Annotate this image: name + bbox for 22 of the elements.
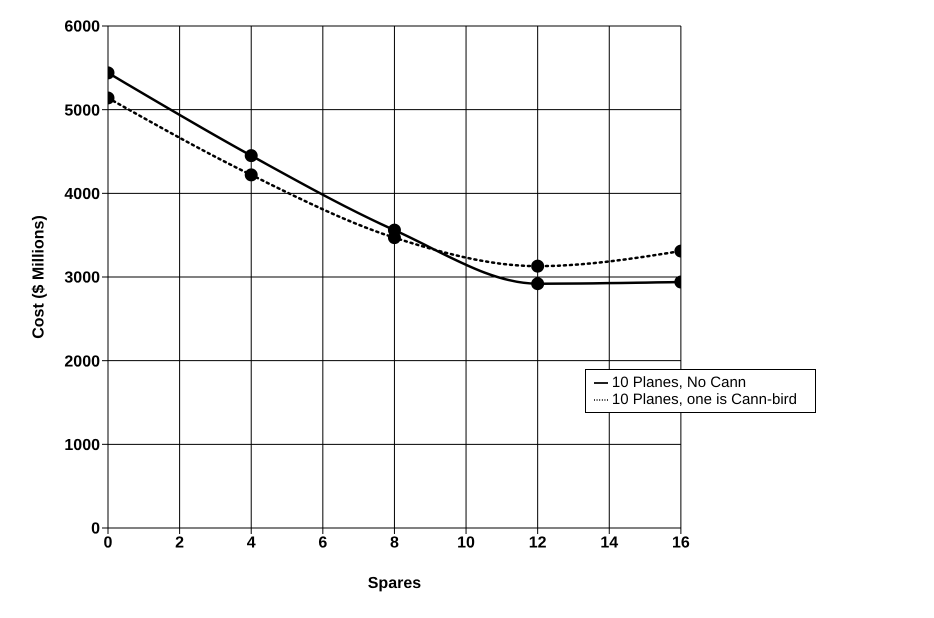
y-tick-label: 4000 xyxy=(64,186,100,204)
x-tick-label: 2 xyxy=(175,534,184,552)
x-tick-label: 4 xyxy=(246,534,256,552)
x-tick-label: 10 xyxy=(457,534,476,552)
y-tick-label: 6000 xyxy=(64,18,100,36)
x-tick-label: 12 xyxy=(528,534,547,552)
point xyxy=(244,168,258,182)
y-tick-label: 1000 xyxy=(64,437,100,454)
y-tick-label: 2000 xyxy=(64,353,100,370)
x-tick-label: 8 xyxy=(390,534,399,552)
y-tick-label: 5000 xyxy=(64,102,100,120)
point xyxy=(244,149,258,162)
y-axis-title: Cost ($ Millions) xyxy=(30,215,48,339)
legend-label: 10 Planes, No Cann xyxy=(612,374,746,391)
legend-label: 10 Planes, one is Cann-bird xyxy=(612,391,797,408)
x-axis-title: Spares xyxy=(368,575,422,592)
x-tick-label: 14 xyxy=(600,534,618,552)
x-tick-label: 16 xyxy=(672,534,690,552)
x-tick-label: 6 xyxy=(318,534,328,552)
y-tick-label: 0 xyxy=(91,520,100,538)
y-tick-label: 3000 xyxy=(64,270,100,287)
x-tick-label: 0 xyxy=(104,534,113,552)
